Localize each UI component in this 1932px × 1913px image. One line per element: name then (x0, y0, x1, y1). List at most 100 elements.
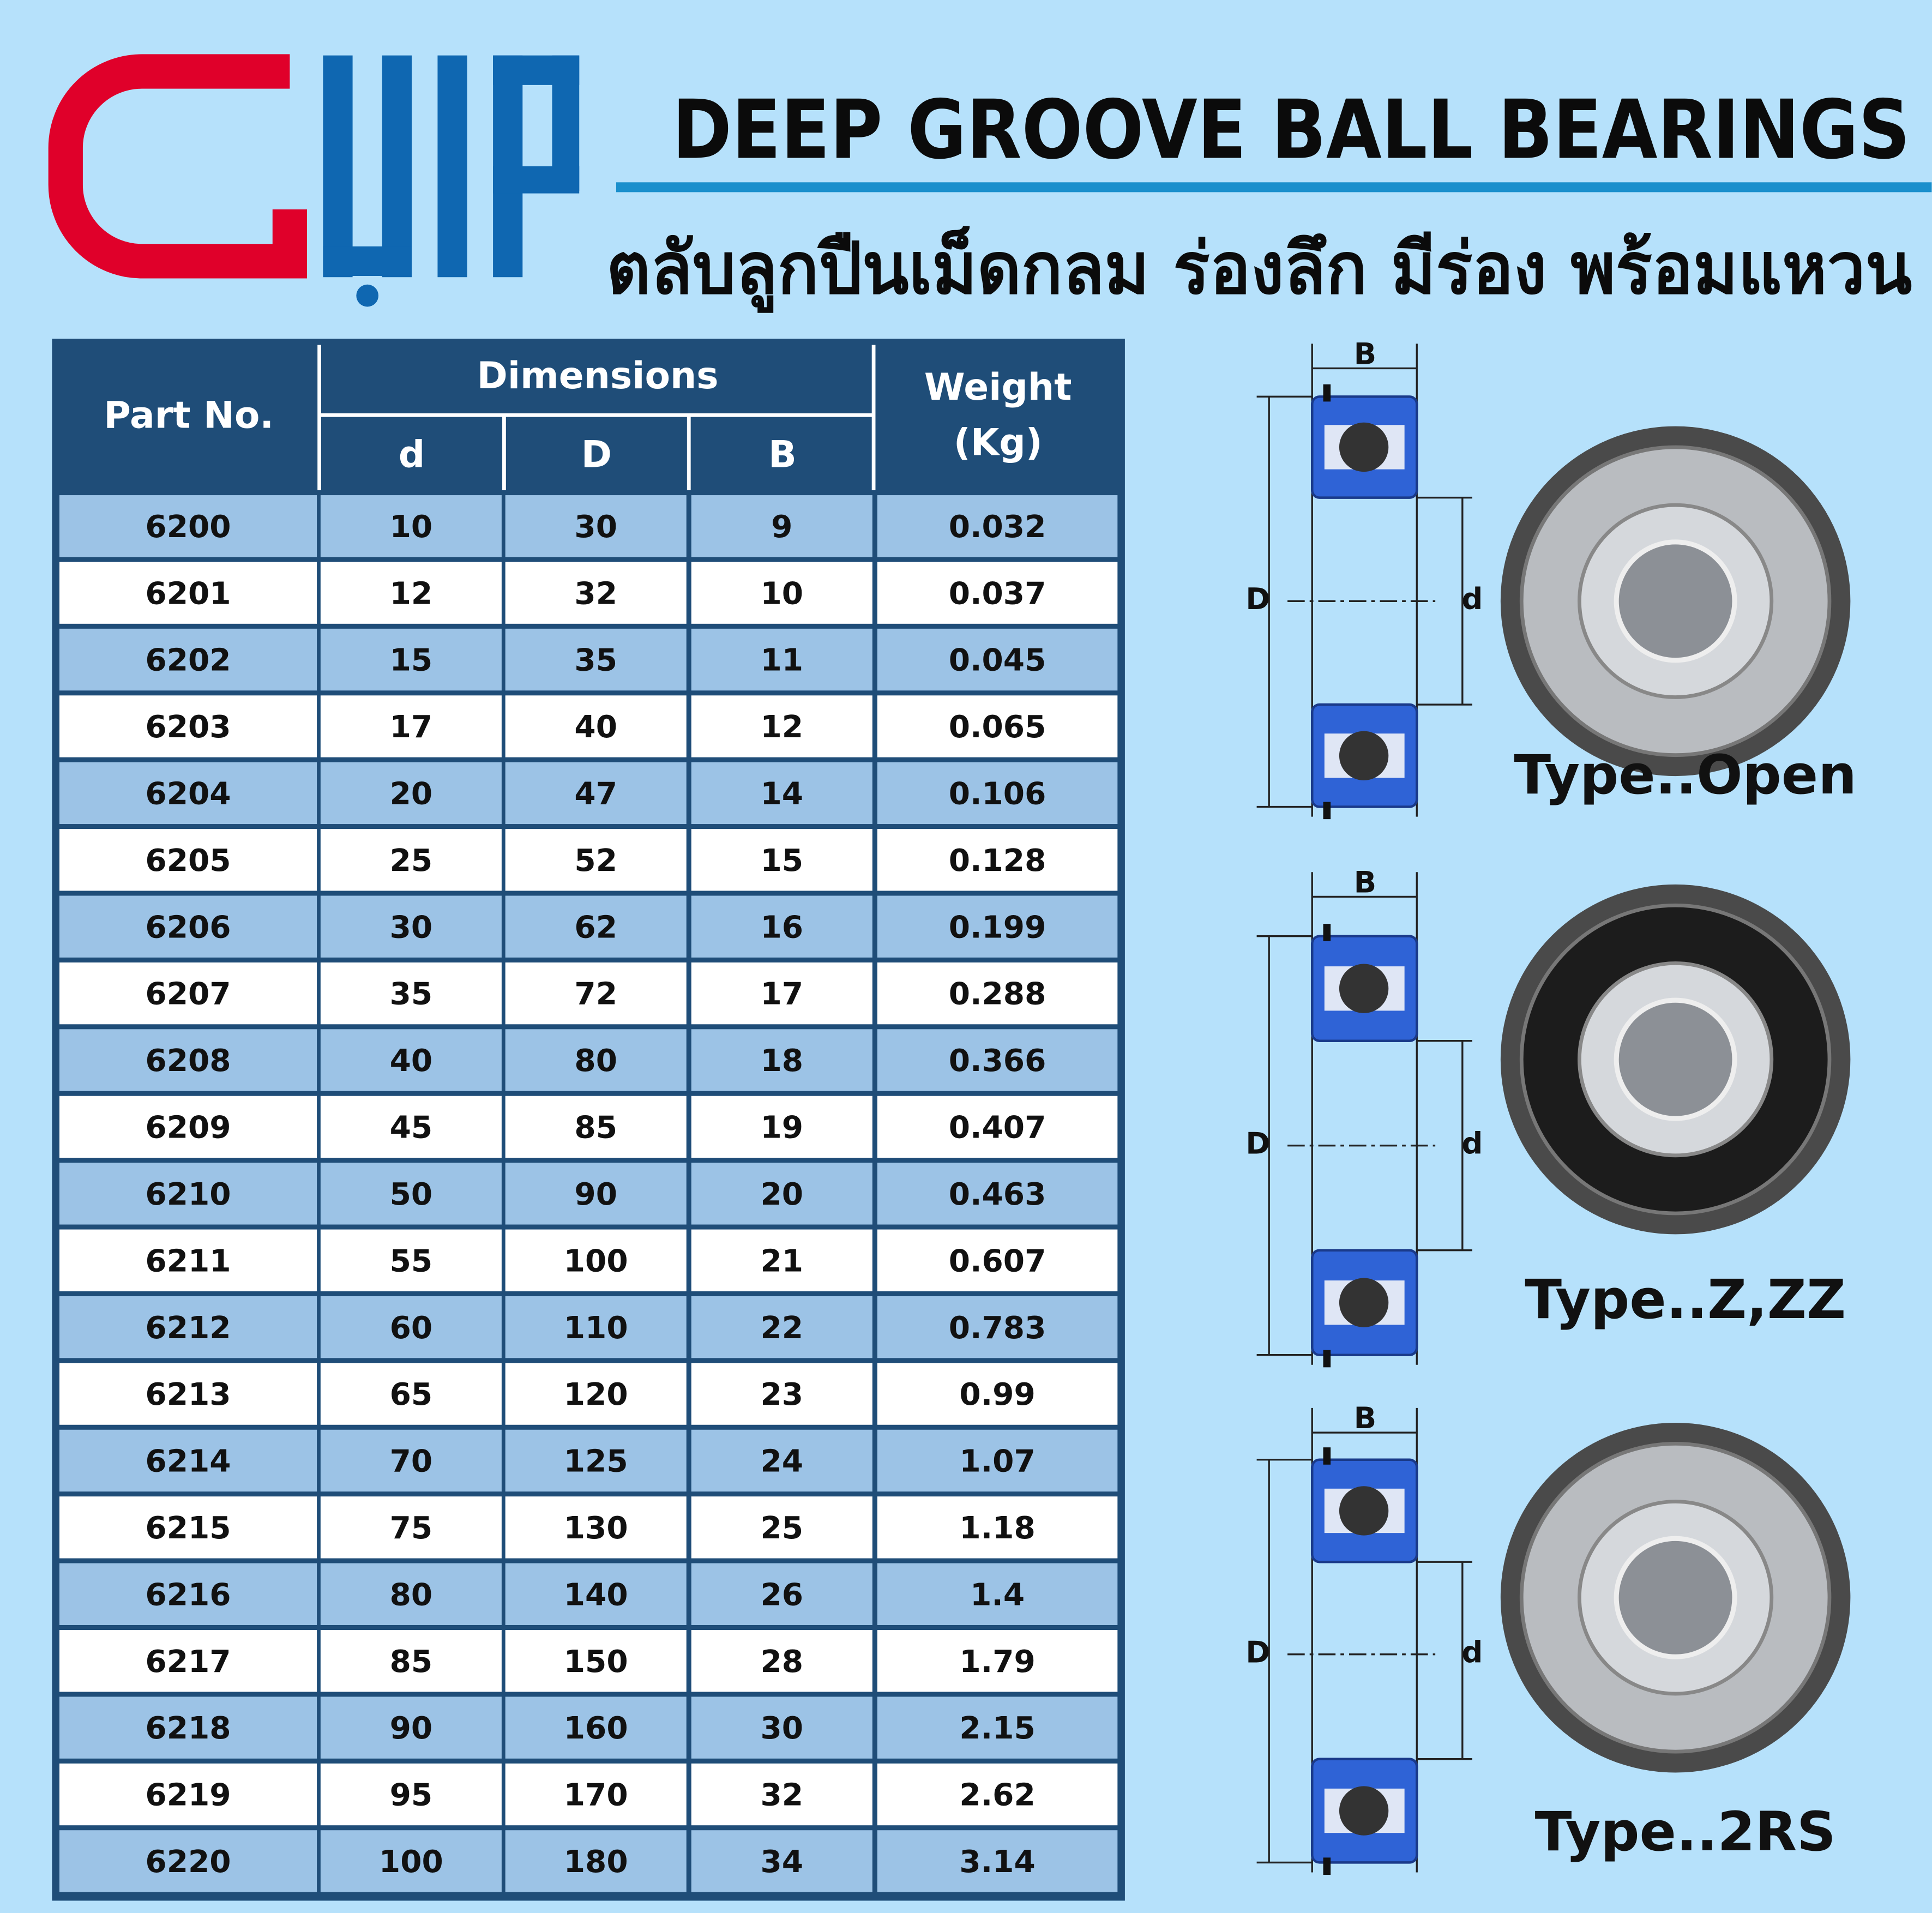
cell: 0.463 (949, 1177, 1046, 1212)
cell: 0.607 (949, 1243, 1046, 1279)
cell: 28 (761, 1644, 804, 1680)
dim-label: D (1245, 582, 1270, 616)
cell-bg (320, 1496, 502, 1559)
ball (1339, 422, 1389, 472)
cell: 85 (390, 1644, 433, 1680)
cell: 6211 (145, 1243, 231, 1279)
bearing-drawing: B D d (1245, 865, 1483, 1368)
cell: 15 (390, 643, 433, 678)
cell-bg (691, 1163, 872, 1225)
cell: 180 (564, 1844, 628, 1880)
cell: 6212 (145, 1310, 231, 1346)
cell-bg (320, 962, 502, 1025)
dim-label: d (1461, 582, 1483, 616)
cell: 26 (761, 1577, 804, 1613)
cell: 35 (390, 977, 433, 1012)
bearing-photo (1500, 1422, 1851, 1773)
subtitle: ตลับลูกปืนเม็ดกลม ร่องลึก มีร่อง พร้อมแห… (606, 225, 1912, 314)
cell: 160 (564, 1711, 628, 1746)
cell: 6202 (145, 643, 231, 678)
cell: 2.15 (959, 1711, 1035, 1746)
cell-bg (59, 895, 317, 958)
cell: 11 (761, 643, 804, 678)
cell: 6208 (145, 1043, 231, 1079)
snap-ring (1323, 802, 1331, 820)
cell-bg (877, 1363, 1118, 1425)
cell: 3.14 (959, 1844, 1035, 1880)
cell-bg (320, 1697, 502, 1759)
cell: 15 (761, 843, 804, 879)
ball (1339, 1786, 1389, 1836)
cell-bg (505, 628, 687, 691)
cell-bg (320, 1563, 502, 1625)
cell-bg (505, 1429, 687, 1492)
cell-bg (691, 829, 872, 891)
cell: 32 (761, 1778, 804, 1813)
cell: 12 (761, 709, 804, 745)
cell: 6204 (145, 777, 231, 812)
cell: 6214 (145, 1444, 231, 1479)
cell-bg (320, 1296, 502, 1358)
cell: 6205 (145, 843, 231, 879)
cell-bg (320, 1630, 502, 1692)
bearing-drawing: B D d (1245, 1401, 1483, 1875)
cell-bg (691, 962, 872, 1025)
cell-bg (505, 495, 687, 557)
bearing-photo (1500, 884, 1851, 1235)
cell: 85 (574, 1110, 617, 1146)
cell-bg (320, 1229, 502, 1291)
cell: 0.128 (949, 843, 1046, 879)
cell-bg (691, 1229, 872, 1291)
header-cell: B (768, 433, 797, 476)
cell: 17 (390, 709, 433, 745)
cell: 0.366 (949, 1043, 1046, 1079)
snap-ring (1323, 1857, 1331, 1875)
cell-bg (877, 1096, 1118, 1158)
ball (1339, 731, 1389, 780)
bore (1614, 1536, 1737, 1659)
cell-bg (877, 1763, 1118, 1826)
cell: 1.18 (959, 1511, 1035, 1546)
cell-bg (320, 495, 502, 557)
cell-bg (59, 962, 317, 1025)
cell-bg (691, 1563, 872, 1625)
type-label: Type..Z,ZZ (1525, 1268, 1846, 1331)
cell-bg (320, 829, 502, 891)
cell-bg (505, 1296, 687, 1358)
cell: 6206 (145, 910, 231, 945)
cell: 32 (574, 576, 617, 611)
cell-bg (59, 1229, 317, 1291)
cell-bg (691, 1029, 872, 1091)
cell: 50 (390, 1177, 433, 1212)
header-cell: Dimensions (477, 354, 719, 397)
cell: 100 (379, 1844, 443, 1880)
dim-label: d (1461, 1126, 1483, 1160)
cell-bg (691, 1296, 872, 1358)
cell-bg (320, 762, 502, 825)
cell: 65 (390, 1377, 433, 1412)
header-cell: D (581, 433, 612, 476)
cell: 150 (564, 1644, 628, 1680)
cell: 170 (564, 1778, 628, 1813)
cell-bg (691, 695, 872, 757)
cell: 140 (564, 1577, 628, 1613)
cell: 0.106 (949, 777, 1046, 812)
cell: 2.62 (959, 1778, 1035, 1813)
cell-bg (505, 895, 687, 958)
cell-bg (320, 628, 502, 691)
cell: 22 (761, 1310, 804, 1346)
cell-bg (877, 829, 1118, 891)
cell-bg (59, 495, 317, 557)
cell: 80 (574, 1043, 617, 1079)
type-label: Type..2RS (1535, 1801, 1836, 1863)
cell-bg (505, 1630, 687, 1692)
title: DEEP GROOVE BALL BEARINGS (672, 83, 1910, 177)
cell-bg (59, 829, 317, 891)
cell-bg (691, 1630, 872, 1692)
title-rule (616, 182, 1932, 192)
ball (1339, 964, 1389, 1013)
cell-bg (877, 495, 1118, 557)
cell-bg (320, 1029, 502, 1091)
cell: 18 (761, 1043, 804, 1079)
